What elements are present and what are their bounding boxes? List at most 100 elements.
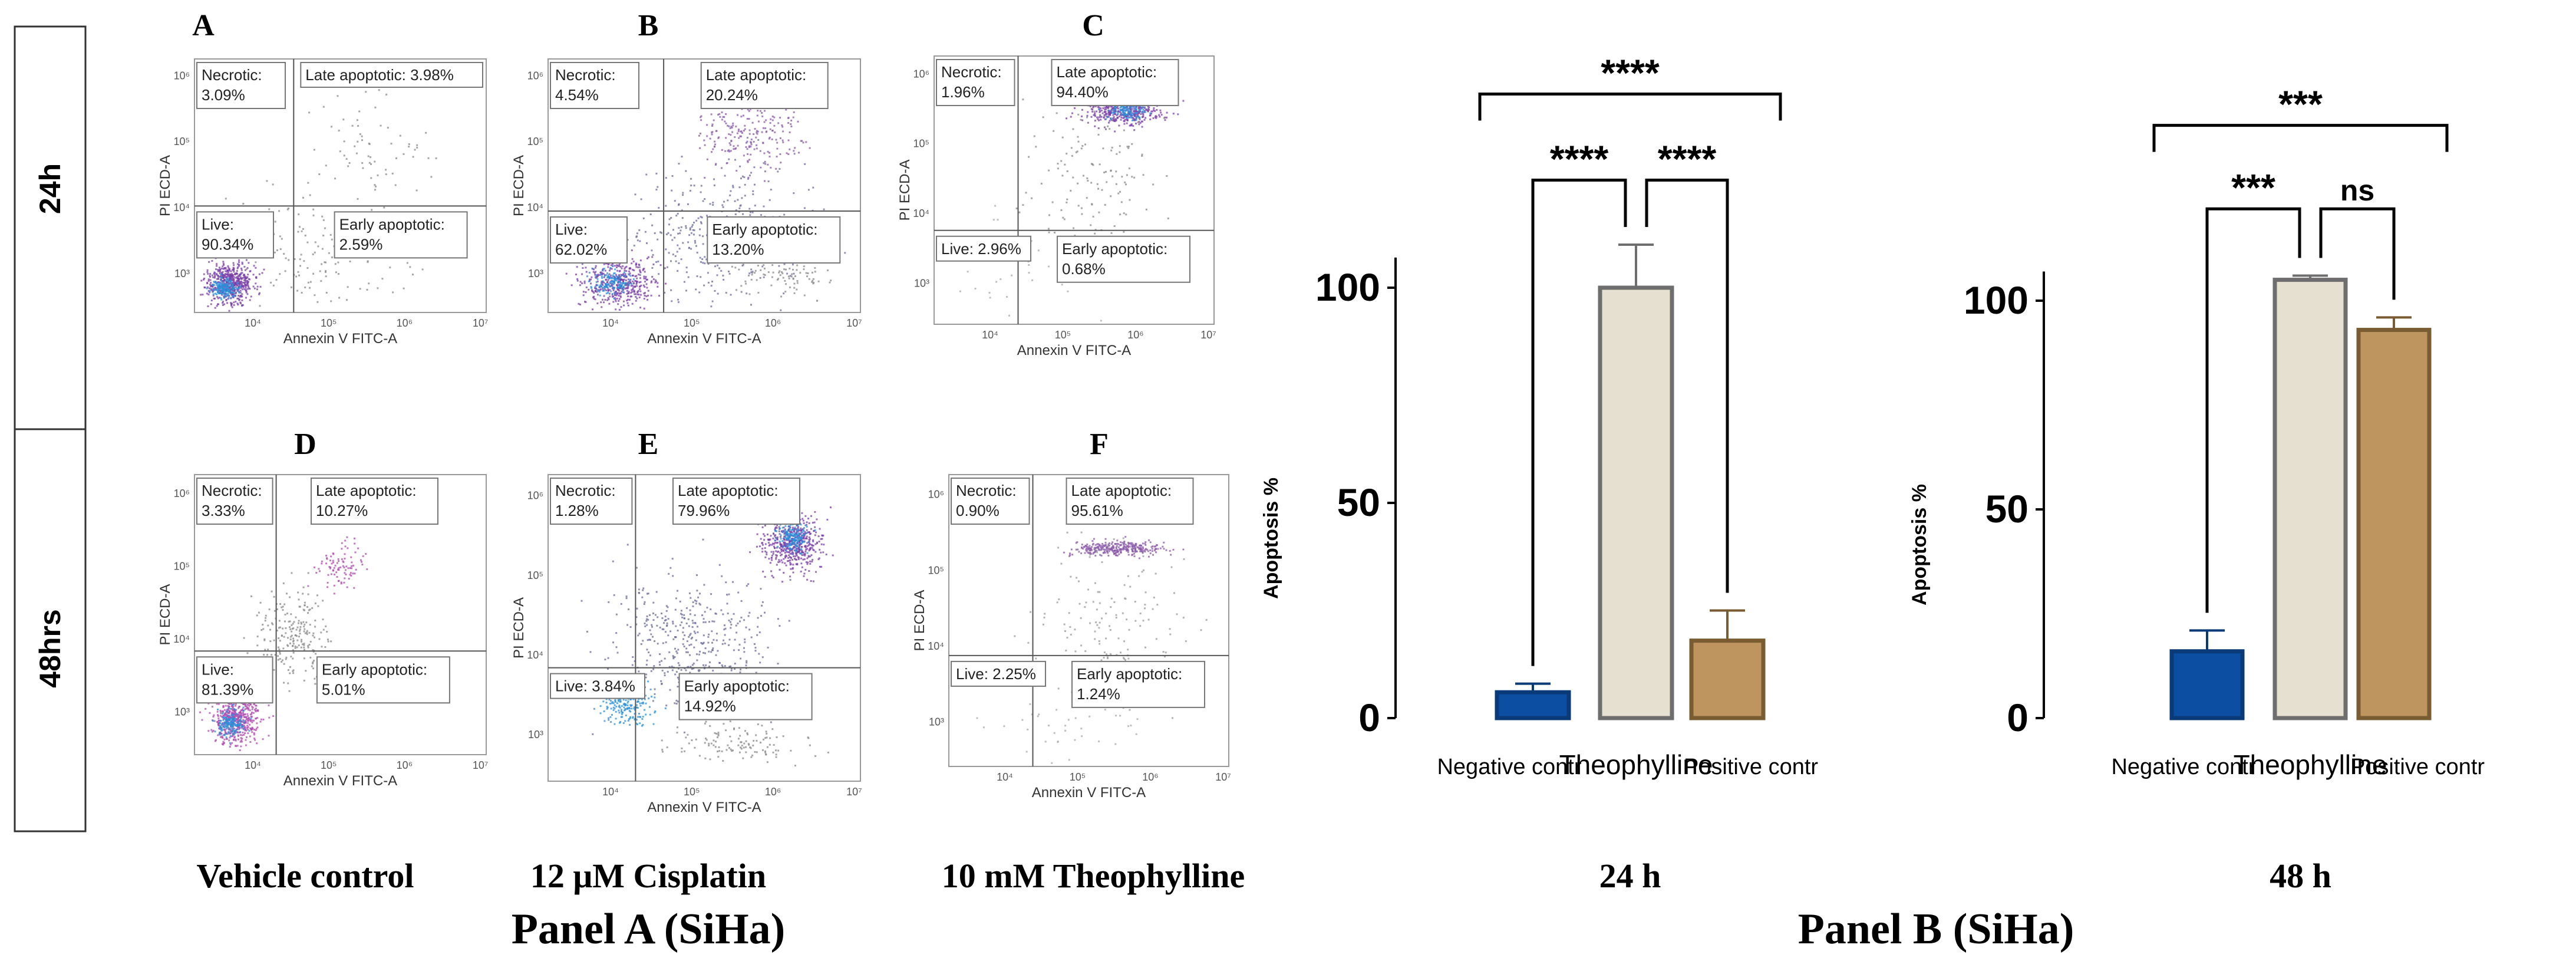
x-tick-label: 10⁴	[982, 329, 998, 341]
scatter-dot	[819, 565, 821, 568]
scatter-dot	[359, 559, 362, 561]
scatter-dot	[222, 262, 225, 265]
scatter-dot	[227, 274, 229, 276]
quadrant-label-late-apoptotic: Late apoptotic: 3.98%	[300, 62, 483, 88]
scatter-dot	[255, 710, 257, 713]
scatter-dot	[691, 620, 694, 622]
scatter-dot	[625, 287, 628, 289]
scatter-dot	[674, 656, 676, 658]
scatter-dot	[614, 291, 616, 294]
scatter-dot	[322, 219, 325, 221]
scatter-dot	[254, 739, 256, 741]
scatter-dot	[611, 268, 613, 270]
scatter-dot	[232, 268, 235, 271]
scatter-dot	[289, 666, 291, 668]
scatter-dot	[638, 588, 640, 591]
scatter-dot	[763, 268, 766, 269]
scatter-dot	[238, 732, 240, 733]
scatter-dot	[756, 130, 758, 132]
scatter-dot	[1135, 106, 1137, 108]
scatter-dot	[787, 538, 790, 541]
scatter-dot	[296, 635, 298, 637]
scatter-dot	[1124, 113, 1127, 116]
scatter-dot	[616, 287, 619, 289]
scatter-dot	[585, 286, 588, 288]
scatter-dot	[367, 260, 369, 262]
scatter-dot	[797, 120, 799, 123]
scatter-dot	[1117, 107, 1119, 110]
scatter-dot	[622, 282, 624, 285]
scatter-dot	[252, 712, 255, 714]
scatter-dot	[761, 131, 763, 133]
scatter-dot	[276, 249, 278, 251]
scatter-dot	[232, 728, 235, 730]
quadrant-box	[550, 62, 639, 109]
scatter-dot	[779, 117, 781, 119]
scatter-dot	[385, 173, 387, 176]
scatter-dot	[629, 275, 632, 277]
scatter-dot	[656, 624, 658, 627]
scatter-dot	[223, 266, 226, 269]
scatter-dot	[751, 121, 754, 124]
scatter-dot	[226, 728, 228, 730]
scatter-dot	[207, 730, 210, 732]
scatter-dot	[1057, 163, 1059, 165]
scatter-dot	[696, 659, 698, 661]
scatter-dot	[1139, 109, 1142, 111]
scatter-dot	[237, 287, 239, 289]
scatter-dot	[1135, 112, 1137, 114]
scatter-dot	[794, 540, 796, 542]
scatter-dot	[788, 525, 790, 528]
row-label-48hrs: 48hrs	[34, 609, 67, 687]
scatter-dot	[768, 152, 770, 154]
scatter-dot	[678, 203, 680, 205]
x-tick-label: 10⁷	[846, 317, 862, 329]
scatter-dot	[378, 89, 380, 91]
scatter-dot	[685, 651, 687, 653]
scatter-dot	[697, 596, 700, 598]
scatter-dot	[774, 542, 776, 544]
scatter-dot	[318, 638, 321, 640]
scatter-dot	[346, 586, 348, 588]
scatter-dot	[243, 709, 245, 712]
scatter-dot	[789, 575, 791, 578]
scatter-dot	[635, 300, 637, 302]
scatter-dot	[273, 669, 275, 671]
scatter-dot	[754, 650, 757, 652]
scatter-dot	[618, 274, 620, 276]
scatter-dot	[815, 531, 817, 534]
scatter-dot	[206, 269, 209, 271]
scatter-dot	[231, 306, 233, 308]
scatter-dot	[217, 270, 219, 272]
scatter-dot	[1072, 128, 1074, 130]
scatter-dot	[722, 116, 724, 118]
scatter-dot	[625, 275, 628, 278]
scatter-dot	[661, 628, 664, 630]
scatter-dot	[240, 282, 243, 285]
scatter-dot	[655, 280, 657, 282]
scatter-dot	[689, 190, 691, 192]
scatter-dot	[1111, 110, 1114, 111]
scatter-dot	[739, 620, 741, 623]
scatter-dots	[565, 77, 846, 311]
scatter-dot	[675, 703, 678, 705]
scatter-dot	[235, 721, 238, 723]
scatter-dot	[596, 302, 599, 305]
scatter-dot	[1182, 100, 1185, 102]
scatter-dot	[812, 278, 814, 280]
scatter-dot	[671, 175, 674, 177]
scatter-dot	[649, 629, 651, 631]
scatter-dot	[316, 301, 319, 303]
scatter-dot	[399, 134, 401, 137]
scatter-dot	[223, 724, 225, 726]
scatter-dot	[806, 542, 809, 544]
scatter-dot	[232, 292, 235, 294]
scatter-dot	[325, 164, 327, 167]
scatter-dot	[1113, 110, 1116, 112]
scatter-dot	[622, 291, 624, 294]
scatter-dot	[793, 153, 796, 155]
scatter-dot	[761, 548, 764, 550]
scatter-dot	[306, 606, 309, 608]
scatter-dot	[258, 293, 260, 295]
scatter-dot	[226, 738, 228, 740]
